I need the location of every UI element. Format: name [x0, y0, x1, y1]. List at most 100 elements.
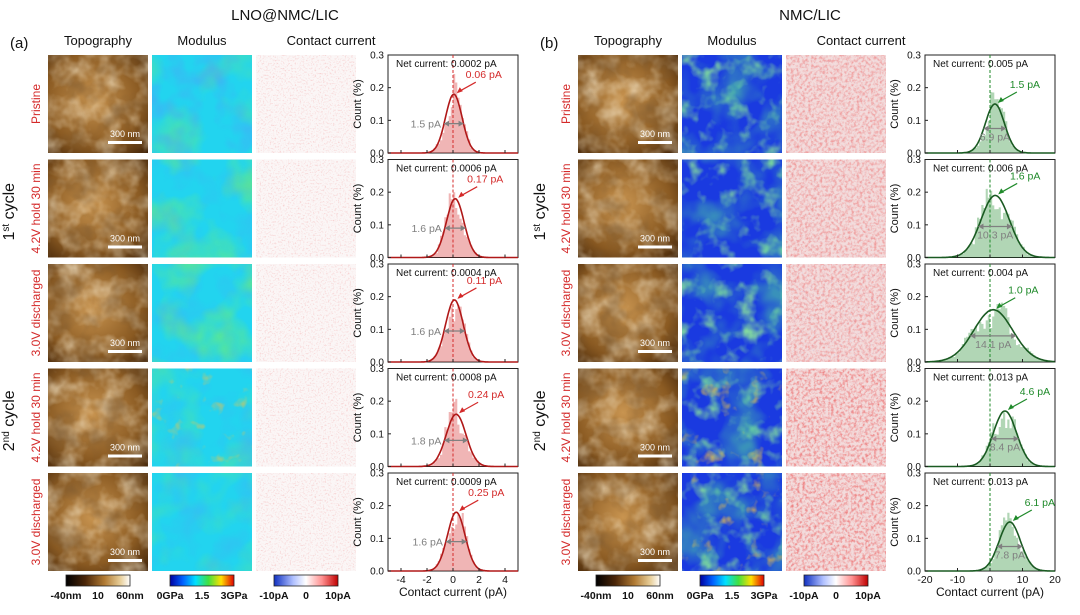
fwhm-label: 1.6 pA	[411, 223, 441, 235]
colorbar-mid: 10	[622, 590, 634, 602]
column-header: Modulus	[707, 33, 757, 48]
current-image	[786, 264, 886, 362]
x-axis-label: Contact current (pA)	[936, 585, 1044, 599]
y-axis-label: Count (%)	[352, 497, 364, 547]
net-current-label: Net current: 0.0002 pA	[396, 59, 497, 70]
y-tick-label: 0.1	[907, 220, 921, 231]
net-current-label: Net current: 0.0004 pA	[396, 268, 497, 279]
current-image	[256, 264, 356, 362]
current-image	[256, 473, 356, 571]
colorbar-max: 10pA	[325, 590, 351, 602]
row-label: 3.0V discharged	[559, 479, 573, 566]
topography-image: 300 nm	[578, 55, 678, 153]
row-label: 4.2V hold 30 min	[559, 372, 573, 462]
y-tick-label: 0.3	[907, 469, 921, 480]
y-tick-label: 0.2	[370, 292, 384, 303]
histogram-bars	[925, 412, 1055, 467]
peak-arrowhead	[996, 302, 1003, 309]
y-tick-label: 0.0	[370, 462, 384, 473]
peak-label: 0.06 pA	[466, 69, 502, 81]
modulus-image	[152, 368, 252, 467]
y-tick-label: 0.2	[370, 83, 384, 94]
row-label: Pristine	[559, 84, 573, 124]
scale-bar	[108, 454, 142, 458]
gaussian-fit	[388, 197, 518, 259]
column-header: Modulus	[177, 33, 227, 48]
net-current-label: Net current: 0.013 pA	[933, 477, 1028, 488]
net-current-label: Net current: 0.006 pA	[933, 164, 1028, 175]
histogram-bars	[925, 512, 1055, 571]
fwhm-arrowheads	[444, 437, 468, 444]
fwhm-label: 1.6 pA	[412, 537, 442, 549]
x-tick-label: 0	[987, 574, 993, 586]
panel-b: (b) NMC/LIC Topography Modulus Contact curre…	[532, 7, 1061, 602]
colorbar-topography: -40nm 10 60nm	[51, 574, 144, 602]
net-current-label: Net current: 0.004 pA	[933, 268, 1028, 279]
colorbar-mid: 1.5	[195, 590, 210, 602]
modulus-image	[152, 159, 252, 258]
row-label: 3.0V discharged	[559, 270, 573, 357]
x-tick-label: 10	[1017, 574, 1029, 586]
y-tick-label: 0.1	[907, 116, 921, 127]
column-header: Contact current	[287, 33, 376, 48]
colorbar-min: -10pA	[789, 590, 819, 602]
scale-bar	[638, 559, 672, 562]
topography-image: 300 nm	[48, 159, 148, 258]
y-tick-label: 0.2	[907, 188, 921, 199]
scale-bar-label: 300 nm	[110, 443, 140, 453]
gaussian-fit	[925, 103, 1055, 154]
fwhm-arrowheads	[444, 327, 465, 334]
topography-image: 300 nm	[48, 368, 148, 467]
y-axis-label: Count (%)	[352, 79, 364, 129]
fwhm-label: 1.5 pA	[411, 119, 441, 131]
colorbar-topography: -40nm 10 60nm	[581, 574, 674, 602]
y-tick-label: 0.0	[370, 253, 384, 264]
scale-bar-label: 300 nm	[640, 547, 670, 557]
topography-image: 300 nm	[48, 264, 148, 362]
cycle-label: 1st cycle	[1, 183, 19, 241]
modulus-image	[682, 368, 782, 467]
row-label: 3.0V discharged	[29, 479, 43, 566]
current-image	[786, 368, 886, 467]
x-axis-label: Contact current (pA)	[399, 585, 507, 599]
fwhm-label: 1.6 pA	[411, 326, 441, 338]
fwhm-label: 7.8 pA	[995, 550, 1025, 562]
scale-bar	[108, 350, 142, 353]
modulus-image	[152, 264, 252, 362]
colorbar-mid: 0	[303, 590, 309, 602]
colorbar-min: 0GPa	[157, 590, 184, 602]
gaussian-fit	[388, 93, 518, 154]
peak-label: 1.5 pA	[1010, 79, 1040, 91]
row-label: 4.2V hold 30 min	[29, 372, 43, 462]
current-image	[256, 55, 356, 153]
scale-bar-label: 300 nm	[110, 338, 140, 348]
histogram-chart: 6.9 pA 1.5 pA Net current: 0.005 pA 0.0 0.1 0…	[889, 51, 1056, 160]
cycle-label: 1st cycle	[532, 183, 550, 241]
y-tick-label: 0.3	[907, 364, 921, 375]
x-tick-label: -20	[917, 574, 932, 586]
panel-label: (a)	[10, 35, 28, 52]
y-tick-label: 0.3	[907, 51, 921, 62]
modulus-image	[682, 264, 782, 362]
panel-label: (b)	[540, 35, 558, 52]
modulus-image	[682, 55, 782, 153]
colorbar-mid: 0	[833, 590, 839, 602]
histogram-chart: 1.8 pA 0.24 pA Net current: 0.0008 pA 0.0 0.…	[352, 364, 519, 473]
colorbar-mid: 10	[92, 590, 104, 602]
y-axis-label: Count (%)	[889, 393, 901, 443]
scale-bar	[638, 350, 672, 353]
fwhm-arrowheads	[983, 125, 1007, 132]
net-current-label: Net current: 0.005 pA	[933, 59, 1028, 70]
colorbar-mid: 1.5	[725, 590, 740, 602]
y-tick-label: 0.0	[370, 567, 384, 578]
histogram-bars	[388, 74, 518, 153]
net-current-label: Net current: 0.0009 pA	[396, 477, 497, 488]
net-current-label: Net current: 0.0006 pA	[396, 164, 497, 175]
y-axis-label: Count (%)	[889, 497, 901, 547]
y-tick-label: 0.2	[370, 501, 384, 512]
colorbar-modulus: 0GPa 1.5 3GPa	[687, 574, 778, 602]
column-header: Topography	[594, 33, 662, 48]
fwhm-label: 1.8 pA	[411, 435, 441, 447]
